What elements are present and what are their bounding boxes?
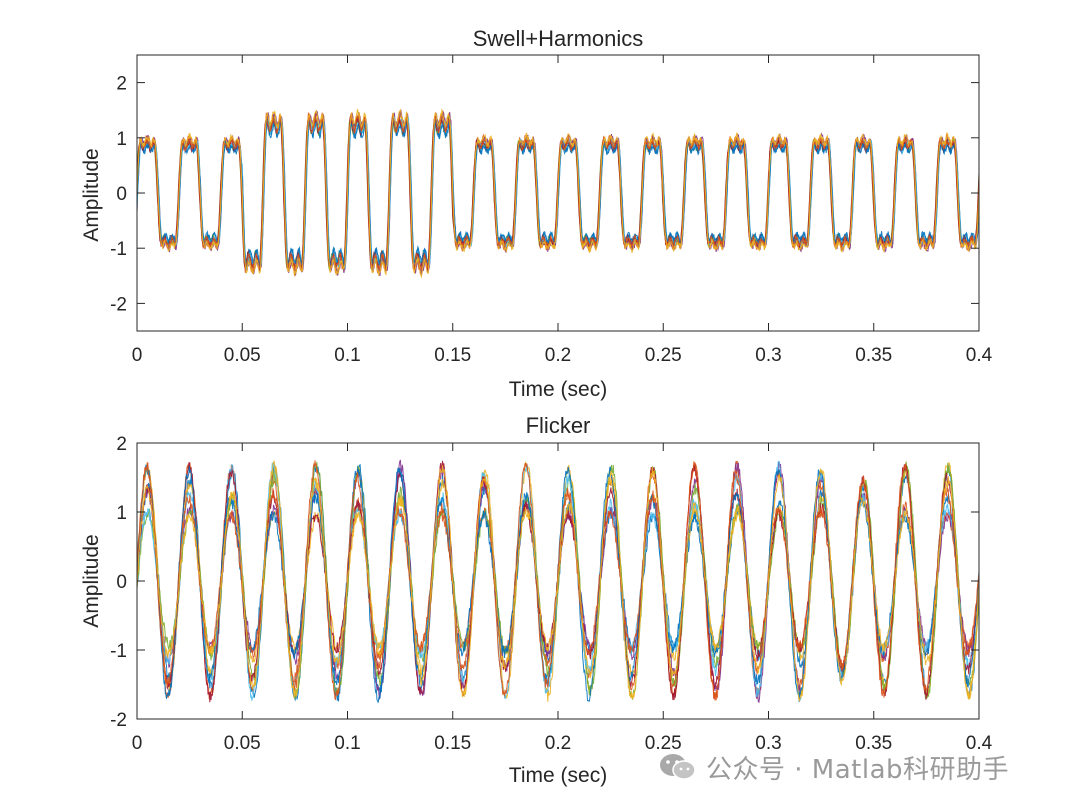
trace-group — [137, 459, 979, 704]
y-axis-label: Amplitude — [80, 534, 103, 627]
axes-frame — [136, 442, 980, 720]
y-tick-label: -2 — [110, 710, 127, 731]
y-axis-label: Amplitude — [80, 148, 103, 241]
x-tick-label: 0.3 — [755, 345, 781, 366]
x-tick-label: 0.05 — [224, 733, 261, 754]
x-tick-label: 0.3 — [755, 733, 781, 754]
y-tick-label: 0 — [116, 572, 127, 593]
tick-group: 0 0.05 0.1 0.15 0.2 0.25 0.3 0.35 0.4 -2 -1 0 1 2 — [110, 434, 993, 754]
x-axis-label: Time (sec) — [509, 378, 607, 401]
x-tick-label: 0.05 — [224, 345, 261, 366]
y-tick-label: -1 — [110, 641, 127, 662]
x-tick-label: 0 — [132, 733, 143, 754]
axes-frame — [136, 54, 980, 332]
trace-group — [137, 108, 979, 279]
x-tick-label: 0.15 — [434, 733, 471, 754]
y-tick-label: -2 — [110, 294, 127, 315]
subplot-flicker: Flicker Time (sec) Amplitude 0 0.05 0.1 0.1… — [80, 413, 993, 787]
wechat-icon — [660, 754, 696, 780]
x-tick-label: 0.2 — [545, 733, 571, 754]
subplot-swell-harmonics: Swell+Harmonics Time (sec) Amplitude 0 0.… — [80, 26, 993, 401]
x-tick-label: 0.35 — [855, 733, 892, 754]
y-tick-label: 2 — [116, 74, 127, 95]
watermark-text: 公众号 · Matlab科研助手 — [706, 754, 1010, 785]
y-tick-label: -1 — [110, 239, 127, 260]
series-line — [137, 460, 979, 701]
x-tick-label: 0.15 — [434, 345, 471, 366]
x-tick-label: 0.25 — [645, 345, 682, 366]
x-tick-label: 0.35 — [855, 345, 892, 366]
x-tick-label: 0 — [132, 345, 143, 366]
x-tick-label: 0.2 — [545, 345, 571, 366]
y-tick-label: 1 — [116, 129, 127, 150]
chart-title: Flicker — [526, 413, 591, 438]
tick-group: 0 0.05 0.1 0.15 0.2 0.25 0.3 0.35 0.4 -2 -1 0 1 2 — [110, 55, 993, 366]
x-tick-label: 0.1 — [334, 345, 360, 366]
chart-title: Swell+Harmonics — [473, 26, 644, 51]
series-line — [137, 460, 979, 702]
x-tick-label: 0.4 — [966, 345, 993, 366]
watermark: 公众号 · Matlab科研助手 — [658, 750, 1010, 785]
series-line — [137, 108, 979, 279]
y-tick-label: 2 — [116, 434, 127, 455]
x-tick-label: 0.1 — [334, 733, 360, 754]
y-tick-label: 1 — [116, 503, 127, 524]
y-tick-label: 0 — [116, 184, 127, 205]
x-tick-label: 0.4 — [966, 733, 993, 754]
x-axis-label: Time (sec) — [509, 764, 607, 787]
x-tick-label: 0.25 — [645, 733, 682, 754]
